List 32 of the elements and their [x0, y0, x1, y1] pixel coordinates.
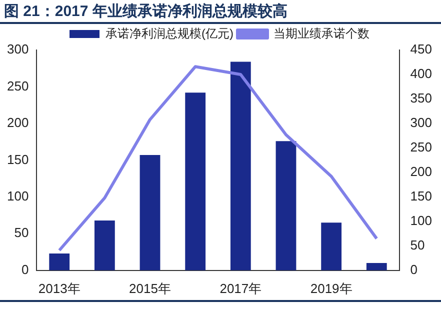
- y-tick-label: 0: [21, 262, 29, 277]
- x-tick-label: 2015年: [129, 280, 171, 296]
- y2-tick-label: 350: [410, 90, 432, 106]
- bar: [49, 254, 70, 270]
- x-tick-label: 2019年: [310, 280, 352, 296]
- y-tick-label: 100: [6, 188, 29, 204]
- y2-tick-label: 0: [410, 262, 418, 277]
- y-tick-label: 200: [6, 115, 29, 130]
- x-tick-label: 2017年: [220, 280, 262, 296]
- bar: [276, 141, 296, 270]
- y2-tick-label: 400: [410, 66, 432, 82]
- y2-tick-label: 150: [410, 188, 432, 204]
- y2-tick-label: 450: [410, 42, 432, 57]
- y-tick-label: 50: [14, 225, 29, 240]
- bar: [140, 155, 160, 270]
- y-tick-label: 250: [6, 78, 29, 94]
- chart-title: 图 21：2017 年业绩承诺净利润总规模较高: [0, 0, 441, 24]
- bar: [366, 263, 387, 270]
- legend-label: 当期业绩承诺个数: [273, 26, 370, 40]
- bar: [94, 220, 115, 270]
- y2-tick-label: 100: [410, 213, 432, 228]
- legend-label: 承诺净利润总规模(亿元): [106, 26, 234, 40]
- y2-tick-label: 300: [410, 115, 432, 130]
- y2-tick-label: 200: [410, 164, 432, 180]
- bar: [185, 92, 206, 270]
- bar: [230, 62, 251, 270]
- y-tick-label: 300: [6, 42, 29, 57]
- y-tick-label: 150: [6, 152, 29, 167]
- x-tick-label: 2013年: [38, 280, 80, 296]
- bar: [321, 222, 342, 270]
- y2-tick-label: 250: [410, 140, 432, 155]
- y2-tick-label: 50: [410, 237, 425, 252]
